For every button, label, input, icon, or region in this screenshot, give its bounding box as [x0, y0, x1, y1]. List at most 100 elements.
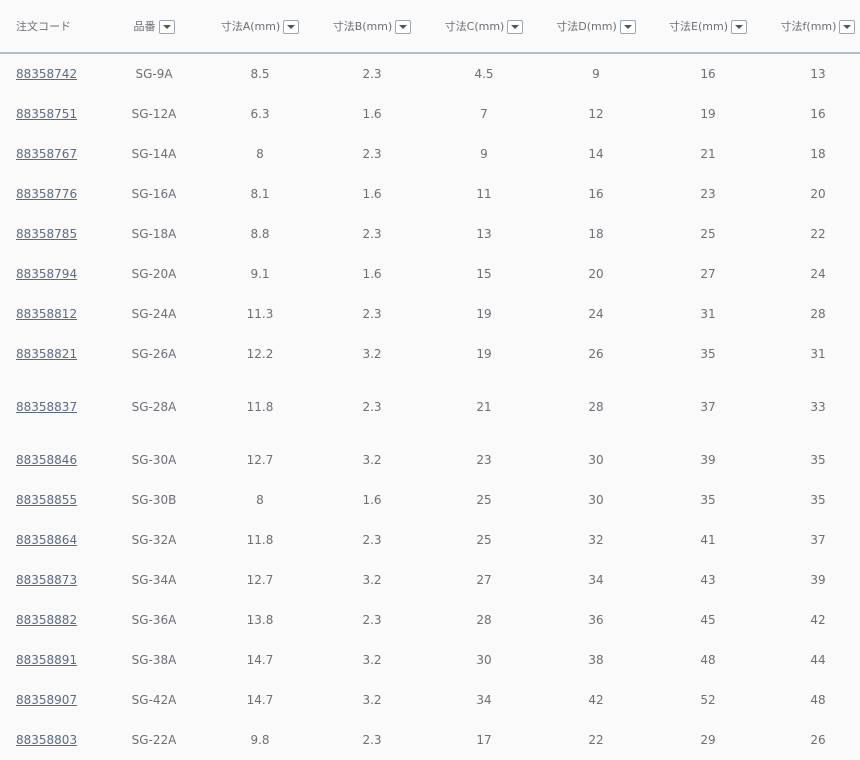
cell-dim-b: 2.3	[362, 733, 382, 747]
cell-dim-f: 33	[810, 400, 826, 414]
column-header-dim-c: 寸法C(mm)	[428, 0, 540, 54]
cell-order-code: 88358812	[0, 294, 104, 334]
table-row: 88358751 SG-12A 6.3 1.6 7 12 19 16	[0, 94, 860, 134]
column-header-dim-f: 寸法f(mm)	[764, 0, 860, 54]
cell-dim-e: 41	[700, 533, 716, 547]
cell-dim-c: 9	[480, 147, 488, 161]
cell-order-code: 88358891	[0, 640, 104, 680]
order-code-link[interactable]: 88358837	[16, 400, 78, 414]
cell-dim-d: 16	[588, 187, 604, 201]
cell-dim-e: 35	[700, 347, 716, 361]
cell-dim-e: 43	[700, 573, 716, 587]
cell-dim-c: 15	[476, 267, 492, 281]
filter-dropdown-icon[interactable]	[507, 20, 524, 34]
cell-order-code: 88358837	[0, 374, 104, 440]
cell-dim-d: 22	[588, 733, 604, 747]
cell-dim-e: 19	[700, 107, 716, 121]
cell-dim-a: 8.1	[250, 187, 270, 201]
table-row: 88358776 SG-16A 8.1 1.6 11 16 23 20	[0, 174, 860, 214]
cell-dim-b: 2.3	[362, 147, 382, 161]
table-row: 88358803 SG-22A 9.8 2.3 17 22 29 26	[0, 720, 860, 760]
order-code-link[interactable]: 88358907	[16, 693, 78, 707]
cell-dim-e: 23	[700, 187, 716, 201]
cell-dim-e: 31	[700, 307, 716, 321]
cell-dim-d: 14	[588, 147, 604, 161]
column-header-label: 寸法C(mm)	[444, 20, 505, 33]
order-code-link[interactable]: 88358751	[16, 107, 78, 121]
filter-dropdown-icon[interactable]	[619, 20, 636, 34]
filter-dropdown-icon[interactable]	[730, 20, 747, 34]
column-header-dim-e: 寸法E(mm)	[652, 0, 764, 54]
cell-dim-a: 13.8	[246, 613, 274, 627]
cell-dim-e: 39	[700, 453, 716, 467]
order-code-link[interactable]: 88358742	[16, 67, 78, 81]
cell-dim-a: 11.8	[246, 400, 274, 414]
order-code-link[interactable]: 88358855	[16, 493, 78, 507]
table-row: 88358846 SG-30A 12.7 3.2 23 30 39 35	[0, 440, 860, 480]
cell-order-code: 88358882	[0, 600, 104, 640]
cell-dim-c: 30	[476, 653, 492, 667]
cell-dim-a: 8	[256, 493, 264, 507]
cell-dim-c: 25	[476, 493, 492, 507]
table-row: 88358767 SG-14A 8 2.3 9 14 21 18	[0, 134, 860, 174]
order-code-link[interactable]: 88358803	[16, 733, 78, 747]
cell-dim-a: 12.7	[246, 453, 274, 467]
filter-dropdown-icon[interactable]	[395, 20, 412, 34]
table-row: 88358812 SG-24A 11.3 2.3 19 24 31 28	[0, 294, 860, 334]
order-code-link[interactable]: 88358864	[16, 533, 78, 547]
cell-dim-e: 29	[700, 733, 716, 747]
cell-part-number: SG-30B	[131, 493, 177, 507]
cell-part-number: SG-22A	[131, 733, 177, 747]
cell-dim-e: 37	[700, 400, 716, 414]
cell-part-number: SG-20A	[131, 267, 177, 281]
order-code-link[interactable]: 88358846	[16, 453, 78, 467]
cell-part-number: SG-30A	[131, 453, 177, 467]
cell-dim-d: 30	[588, 453, 604, 467]
cell-order-code: 88358864	[0, 520, 104, 560]
order-code-link[interactable]: 88358785	[16, 227, 78, 241]
cell-dim-e: 21	[700, 147, 716, 161]
cell-dim-d: 30	[588, 493, 604, 507]
cell-part-number: SG-24A	[131, 307, 177, 321]
order-code-link[interactable]: 88358882	[16, 613, 78, 627]
cell-dim-f: 44	[810, 653, 826, 667]
cell-dim-b: 2.3	[362, 533, 382, 547]
cell-dim-c: 34	[476, 693, 492, 707]
cell-dim-a: 11.8	[246, 533, 274, 547]
cell-dim-f: 39	[810, 573, 826, 587]
cell-dim-c: 13	[476, 227, 492, 241]
order-code-link[interactable]: 88358873	[16, 573, 78, 587]
cell-order-code: 88358767	[0, 134, 104, 174]
cell-dim-d: 38	[588, 653, 604, 667]
cell-dim-a: 8.8	[250, 227, 270, 241]
cell-dim-f: 24	[810, 267, 826, 281]
order-code-link[interactable]: 88358891	[16, 653, 78, 667]
cell-part-number: SG-9A	[135, 67, 173, 81]
column-header-label: 寸法E(mm)	[669, 20, 728, 33]
cell-dim-a: 12.7	[246, 573, 274, 587]
cell-dim-e: 25	[700, 227, 716, 241]
order-code-link[interactable]: 88358794	[16, 267, 78, 281]
order-code-link[interactable]: 88358812	[16, 307, 78, 321]
order-code-link[interactable]: 88358767	[16, 147, 78, 161]
cell-dim-c: 11	[476, 187, 492, 201]
filter-dropdown-icon[interactable]	[283, 20, 300, 34]
cell-dim-b: 2.3	[362, 67, 382, 81]
cell-part-number: SG-14A	[131, 147, 177, 161]
cell-dim-a: 9.8	[250, 733, 270, 747]
cell-dim-c: 17	[476, 733, 492, 747]
table-row: 88358821 SG-26A 12.2 3.2 19 26 35 31	[0, 334, 860, 374]
cell-dim-b: 3.2	[362, 693, 382, 707]
column-header-order-code: 注文コード	[0, 0, 104, 54]
column-header-label: 寸法f(mm)	[780, 20, 837, 33]
order-code-link[interactable]: 88358776	[16, 187, 78, 201]
cell-part-number: SG-16A	[131, 187, 177, 201]
cell-dim-b: 2.3	[362, 227, 382, 241]
cell-dim-f: 48	[810, 693, 826, 707]
order-code-link[interactable]: 88358821	[16, 347, 78, 361]
cell-part-number: SG-32A	[131, 533, 177, 547]
cell-dim-b: 2.3	[362, 307, 382, 321]
filter-dropdown-icon[interactable]	[158, 20, 175, 34]
cell-dim-b: 1.6	[362, 107, 382, 121]
filter-dropdown-icon[interactable]	[839, 20, 856, 34]
